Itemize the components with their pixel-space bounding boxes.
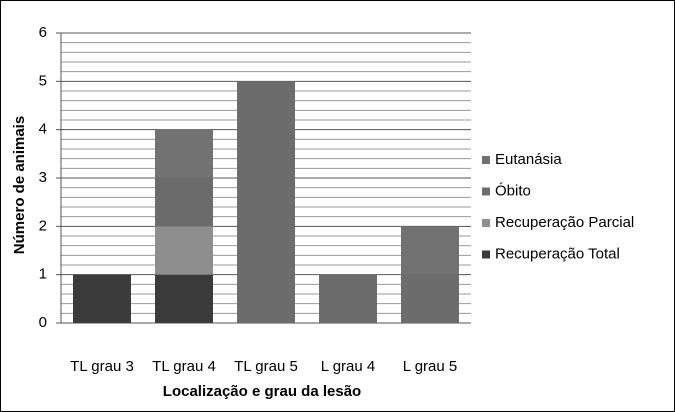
y-tick-label: 3 — [39, 169, 47, 186]
bar-segment — [401, 226, 459, 275]
legend-label: Óbito — [495, 182, 531, 199]
bar-segment — [155, 226, 213, 275]
y-axis-title: Número de animais — [11, 116, 28, 254]
bar-segment — [155, 178, 213, 227]
y-tick-label: 6 — [39, 24, 47, 41]
y-tick-label: 1 — [39, 266, 47, 283]
x-axis-title: Localização e grau da lesão — [163, 383, 361, 400]
legend-swatch — [482, 250, 490, 259]
x-tick-label: L grau 5 — [403, 358, 458, 375]
y-tick-label: 0 — [39, 314, 47, 331]
legend-label: Recuperação Total — [495, 245, 620, 262]
y-tick-label: 4 — [39, 121, 47, 138]
y-tick-label: 5 — [39, 72, 47, 89]
legend-label: Eutanásia — [495, 151, 562, 168]
x-tick-label: L grau 4 — [321, 358, 376, 375]
bar-segment — [237, 81, 295, 323]
bar-segment — [73, 274, 131, 323]
bar-segment — [401, 274, 459, 323]
x-tick-label: TL grau 4 — [152, 358, 216, 375]
y-tick-label: 2 — [39, 217, 47, 234]
bar-segment — [319, 274, 377, 323]
bar-segment — [155, 129, 213, 178]
x-tick-label: TL grau 5 — [234, 358, 298, 375]
bar-segment — [155, 274, 213, 323]
legend-label: Recuperação Parcial — [495, 214, 634, 231]
legend-swatch — [482, 219, 490, 227]
x-tick-label: TL grau 3 — [70, 358, 134, 375]
legend-swatch — [482, 187, 490, 196]
legend-swatch — [482, 156, 490, 164]
